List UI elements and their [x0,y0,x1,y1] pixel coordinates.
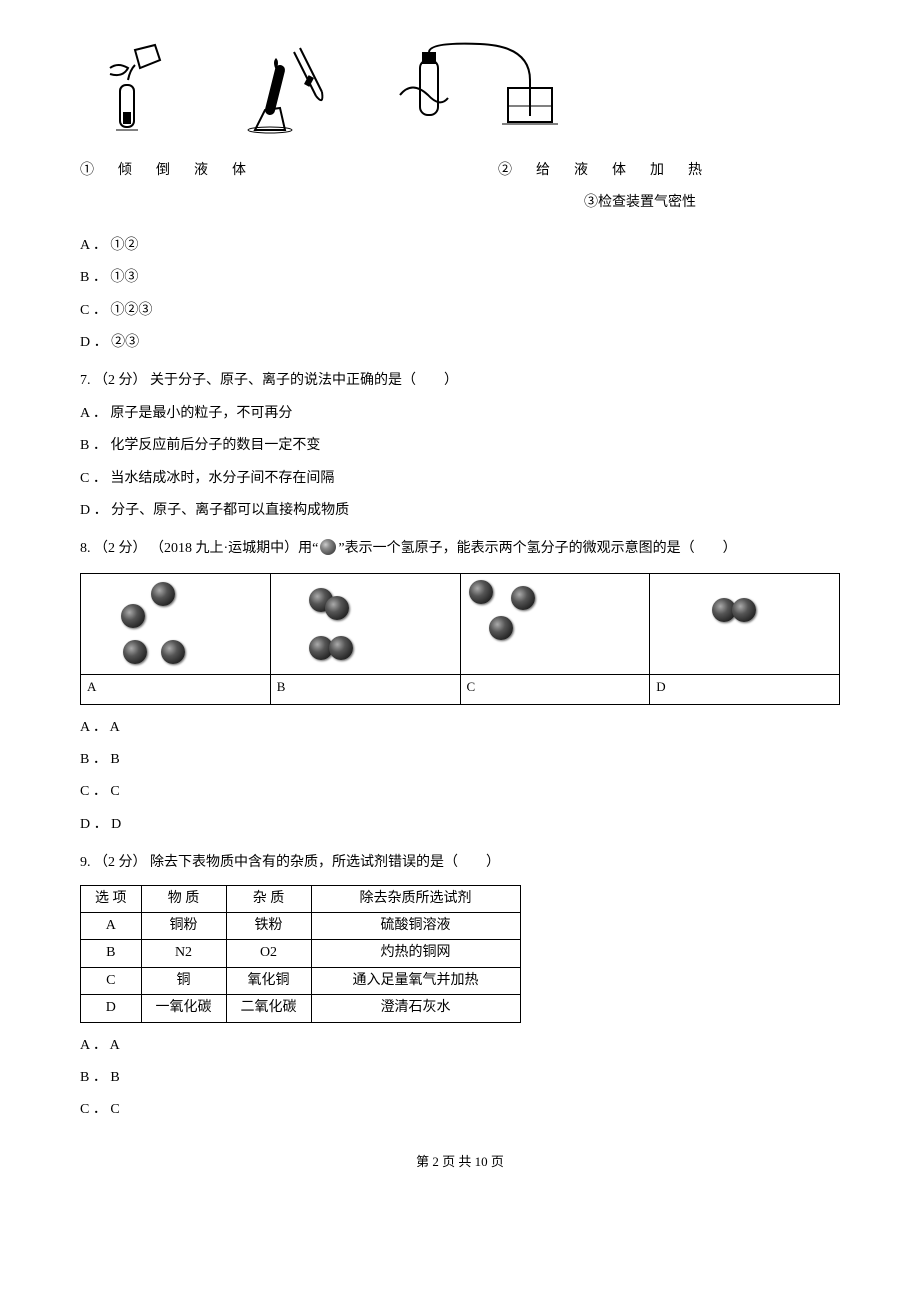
q8-option-d: D ． D [80,814,840,836]
fig3-label: ③检查装置气密性 [80,192,840,214]
q6-option-c: C ． ①②③ [80,300,840,322]
q6-option-a: A ． ①② [80,235,840,257]
table-header-row: 选 项 物 质 杂 质 除去杂质所选试剂 [81,885,521,912]
fig1-text: 倾倒液体 [118,163,270,178]
mol-label-a: A [81,674,270,707]
q8-option-c: C ． C [80,781,840,803]
q6-option-d: D ． ②③ [80,332,840,354]
q9-option-c: C ． C [80,1099,840,1121]
q9-table: 选 项 物 质 杂 质 除去杂质所选试剂 A 铜粉 铁粉 硫酸铜溶液 B N2 … [80,885,521,1023]
figure-labels-row: ①倾倒液体 ②给液体加热 [80,160,840,182]
q8-stem-post: ”表示一个氢原子，能表示两个氢分子的微观示意图的是（ ） [338,541,736,556]
atom-icon [732,598,756,622]
atom-icon [325,596,349,620]
table-row: B N2 O2 灼热的铜网 [81,940,521,967]
table-cell: 一氧化碳 [141,995,226,1022]
atom-icon [469,580,493,604]
atom-icon [329,636,353,660]
table-header: 除去杂质所选试剂 [311,885,520,912]
table-row: A 铜粉 铁粉 硫酸铜溶液 [81,913,521,940]
fig2-num: ② [498,163,536,178]
molecule-cell-d: D [650,574,839,704]
fig2-text: 给液体加热 [536,163,726,178]
hydrogen-atom-icon [320,539,336,555]
table-cell: B [81,940,142,967]
q8-stem-pre: 8. （2 分） （2018 九上·运城期中）用“ [80,541,318,556]
q7-option-b: B ． 化学反应前后分子的数目一定不变 [80,435,840,457]
molecule-diagram-row: A B C D [80,573,840,705]
table-header: 选 项 [81,885,142,912]
table-cell: 氧化铜 [226,967,311,994]
q8-option-b: B ． B [80,749,840,771]
mol-label-b: B [271,674,460,707]
page-footer: 第 2 页 共 10 页 [80,1152,840,1173]
figure-pour-liquid [80,40,180,140]
q9-stem: 9. （2 分） 除去下表物质中含有的杂质，所选试剂错误的是（ ） [80,852,840,874]
table-cell: D [81,995,142,1022]
atom-icon [489,616,513,640]
q7-option-d: D ． 分子、原子、离子都可以直接构成物质 [80,500,840,522]
table-cell: 铁粉 [226,913,311,940]
table-header: 杂 质 [226,885,311,912]
table-header: 物 质 [141,885,226,912]
table-cell: C [81,967,142,994]
table-cell: 二氧化碳 [226,995,311,1022]
q6-option-b: B ． ①③ [80,267,840,289]
table-row: D 一氧化碳 二氧化碳 澄清石灰水 [81,995,521,1022]
table-cell: 硫酸铜溶液 [311,913,520,940]
q9-option-b: B ． B [80,1067,840,1089]
q7-stem: 7. （2 分） 关于分子、原子、离子的说法中正确的是（ ） [80,370,840,392]
q8-option-a: A ． A [80,717,840,739]
table-cell: 铜粉 [141,913,226,940]
q7-option-c: C ． 当水结成冰时，水分子间不存在间隔 [80,468,840,490]
q9-option-a: A ． A [80,1035,840,1057]
table-cell: 通入足量氧气并加热 [311,967,520,994]
figure-heat-liquid [230,40,340,140]
table-cell: 灼热的铜网 [311,940,520,967]
table-row: C 铜 氧化铜 通入足量氧气并加热 [81,967,521,994]
q8-stem: 8. （2 分） （2018 九上·运城期中）用“ ”表示一个氢原子，能表示两个氢… [80,538,840,560]
fig1-num: ① [80,163,118,178]
table-cell: A [81,913,142,940]
atom-icon [511,586,535,610]
figure-airtight-check [390,40,560,140]
atom-icon [121,604,145,628]
table-cell: N2 [141,940,226,967]
table-cell: O2 [226,940,311,967]
molecule-cell-b: B [271,574,461,704]
table-cell: 澄清石灰水 [311,995,520,1022]
molecule-cell-c: C [461,574,651,704]
mol-label-c: C [461,674,650,707]
molecule-cell-a: A [81,574,271,704]
q7-option-a: A ． 原子是最小的粒子，不可再分 [80,403,840,425]
atom-icon [151,582,175,606]
mol-label-d: D [650,674,839,707]
atom-icon [161,640,185,664]
table-cell: 铜 [141,967,226,994]
lab-figures-row [80,40,840,140]
atom-icon [123,640,147,664]
